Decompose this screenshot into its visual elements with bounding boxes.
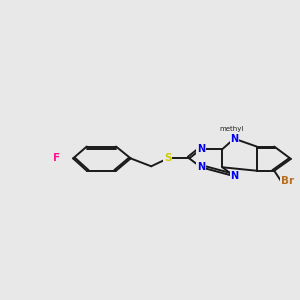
Text: N: N (230, 134, 238, 144)
Text: N: N (197, 144, 205, 154)
Text: methyl: methyl (219, 126, 244, 132)
Text: F: F (53, 153, 60, 164)
Text: N: N (197, 162, 205, 172)
Text: N: N (230, 171, 238, 181)
Text: S: S (164, 153, 172, 164)
Text: Br: Br (281, 176, 294, 186)
